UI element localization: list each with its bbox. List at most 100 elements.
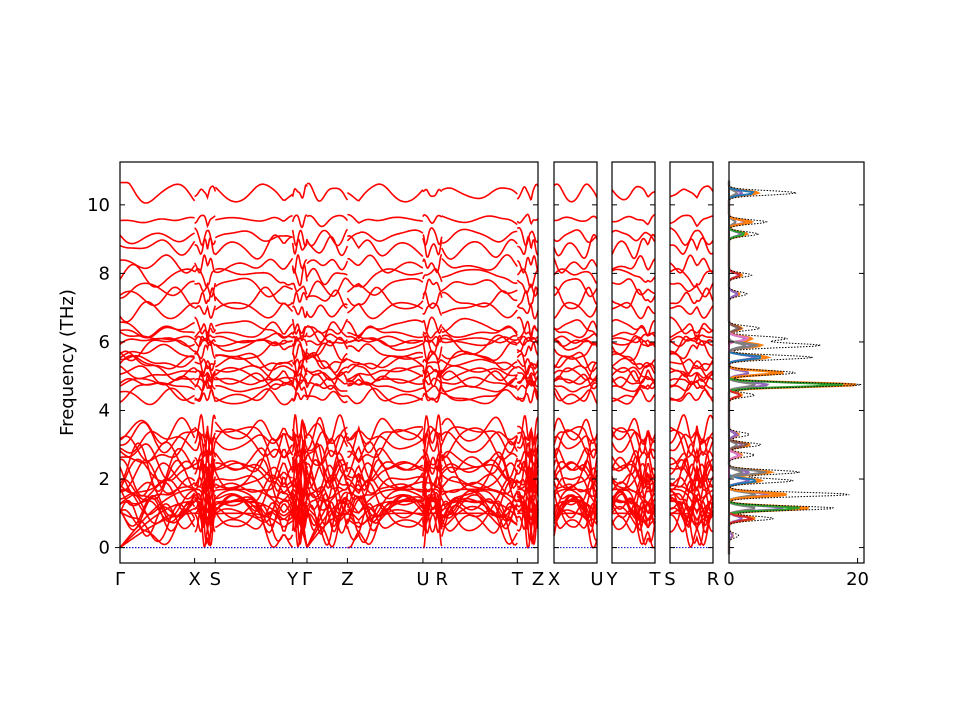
band-line	[669, 287, 714, 305]
band-line	[119, 254, 196, 274]
band-line	[347, 213, 423, 224]
band-line	[422, 278, 443, 295]
band-line	[306, 414, 349, 445]
band-line	[422, 254, 443, 274]
band-line	[306, 336, 349, 358]
band-line	[306, 235, 349, 257]
band-line	[346, 286, 424, 310]
x-tick-label: Y	[606, 569, 619, 590]
panel-frame	[611, 161, 656, 564]
band-line	[611, 493, 656, 523]
band-line	[422, 227, 443, 247]
band-line	[306, 182, 349, 202]
band-line	[194, 358, 216, 369]
band-line	[119, 443, 196, 482]
band-line	[306, 351, 348, 369]
band-line	[516, 341, 539, 359]
band-line	[669, 316, 714, 335]
band-line	[214, 433, 294, 451]
x-tick-label: X	[188, 569, 200, 590]
x-tick-label: U	[416, 569, 429, 590]
band-line	[611, 268, 656, 283]
y-tick-label: 8	[99, 263, 110, 284]
band-line	[441, 374, 518, 386]
band-line	[669, 334, 714, 347]
x-tick-label: Z	[341, 569, 353, 590]
band-line	[553, 257, 598, 274]
band-line	[422, 438, 443, 475]
band-line	[422, 377, 443, 386]
band-line	[292, 380, 308, 401]
band-line	[119, 387, 195, 406]
band-line	[553, 381, 598, 402]
y-axis-label: Frequency (THz)	[57, 289, 78, 436]
band-line	[119, 481, 195, 518]
band-line	[553, 373, 598, 390]
band-line	[422, 380, 443, 393]
band-line	[516, 320, 539, 341]
band-line	[119, 321, 195, 339]
band-line	[516, 357, 539, 368]
band-line	[516, 303, 539, 320]
band-line	[516, 374, 539, 385]
band-line	[347, 477, 423, 503]
band-line	[669, 340, 714, 360]
band-line	[347, 343, 424, 360]
band-line	[194, 322, 216, 341]
band-line	[611, 489, 656, 527]
band-line	[215, 474, 294, 504]
band-line	[214, 466, 294, 489]
band-line	[306, 432, 348, 466]
band-line	[291, 238, 308, 255]
band-line	[669, 371, 714, 386]
y-tick-label: 6	[99, 332, 110, 353]
band-line	[347, 372, 424, 386]
band-line	[422, 502, 443, 535]
band-line	[611, 381, 656, 402]
band-line	[306, 416, 348, 458]
band-line	[669, 267, 714, 288]
band-line	[214, 183, 294, 203]
panel-frame	[669, 161, 714, 564]
band-line	[669, 493, 714, 527]
band-line	[441, 473, 518, 503]
band-line	[119, 494, 195, 527]
y-tick-label: 2	[99, 469, 110, 490]
band-line	[306, 258, 349, 271]
band-line	[119, 503, 196, 543]
band-line	[347, 319, 424, 337]
band-line	[612, 278, 656, 296]
band-line	[553, 429, 598, 459]
band-line	[553, 342, 598, 360]
partial-dos-line	[727, 180, 857, 555]
band-line	[669, 335, 714, 355]
band-line	[553, 337, 598, 347]
band-line	[611, 319, 656, 337]
band-line	[441, 457, 519, 481]
band-line	[291, 229, 308, 247]
band-line	[119, 263, 196, 288]
band-line	[215, 437, 294, 473]
band-line	[516, 364, 539, 381]
band-line	[215, 462, 294, 493]
band-line	[441, 497, 518, 530]
band-line	[441, 491, 518, 528]
band-line	[306, 228, 349, 247]
band-line	[214, 320, 294, 339]
band-line	[306, 333, 348, 346]
band-line	[347, 381, 424, 393]
band-line	[553, 476, 598, 498]
band-line	[422, 334, 443, 355]
x-tick-label: Y	[286, 569, 299, 590]
band-line	[194, 413, 217, 446]
band-line	[306, 498, 349, 546]
band-line	[194, 373, 216, 386]
band-line	[119, 325, 195, 339]
band-line	[441, 334, 518, 356]
band-line	[292, 291, 308, 305]
band-line	[611, 336, 656, 346]
band-line	[291, 183, 308, 199]
band-line	[553, 286, 598, 310]
band-line	[306, 289, 348, 309]
band-line	[441, 366, 518, 382]
